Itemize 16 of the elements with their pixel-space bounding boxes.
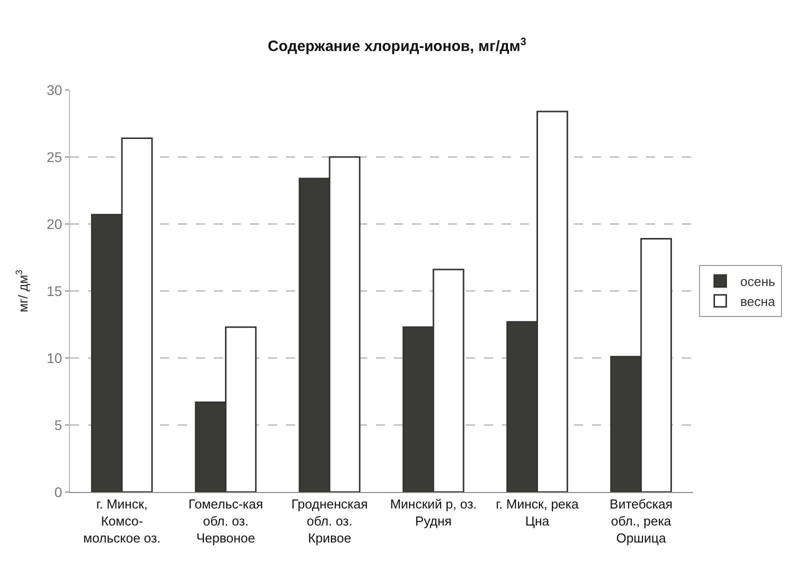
y-tick-label: 0 [54, 484, 62, 500]
y-tick-label: 5 [54, 416, 62, 433]
y-tick-label: 15 [46, 282, 62, 299]
legend-label: осень [740, 274, 776, 290]
legend-label: весна [740, 294, 776, 309]
x-tick-label: Витебская обл., река Оршица [610, 496, 673, 546]
y-tick-label: 20 [46, 216, 62, 232]
x-tick-label: г. Минск, река Цна [496, 496, 580, 528]
x-tick-label: Минский р, оз. Рудня [390, 496, 477, 528]
x-tick-label: Гродненская обл. оз. Кривое [291, 496, 368, 546]
x-tick-label: Гомельс-кая обл. оз. Червоное [188, 496, 264, 546]
x-tick-label: г. Минск, Комсо- мольское оз. [83, 496, 161, 546]
chart-title: Содержание хлорид-ионов, мг/дм$^{3}$ [268, 36, 526, 56]
y-tick-label: 30 [46, 82, 62, 98]
y-tick-label: 10 [46, 350, 62, 366]
y-tick-label: 25 [46, 148, 62, 165]
